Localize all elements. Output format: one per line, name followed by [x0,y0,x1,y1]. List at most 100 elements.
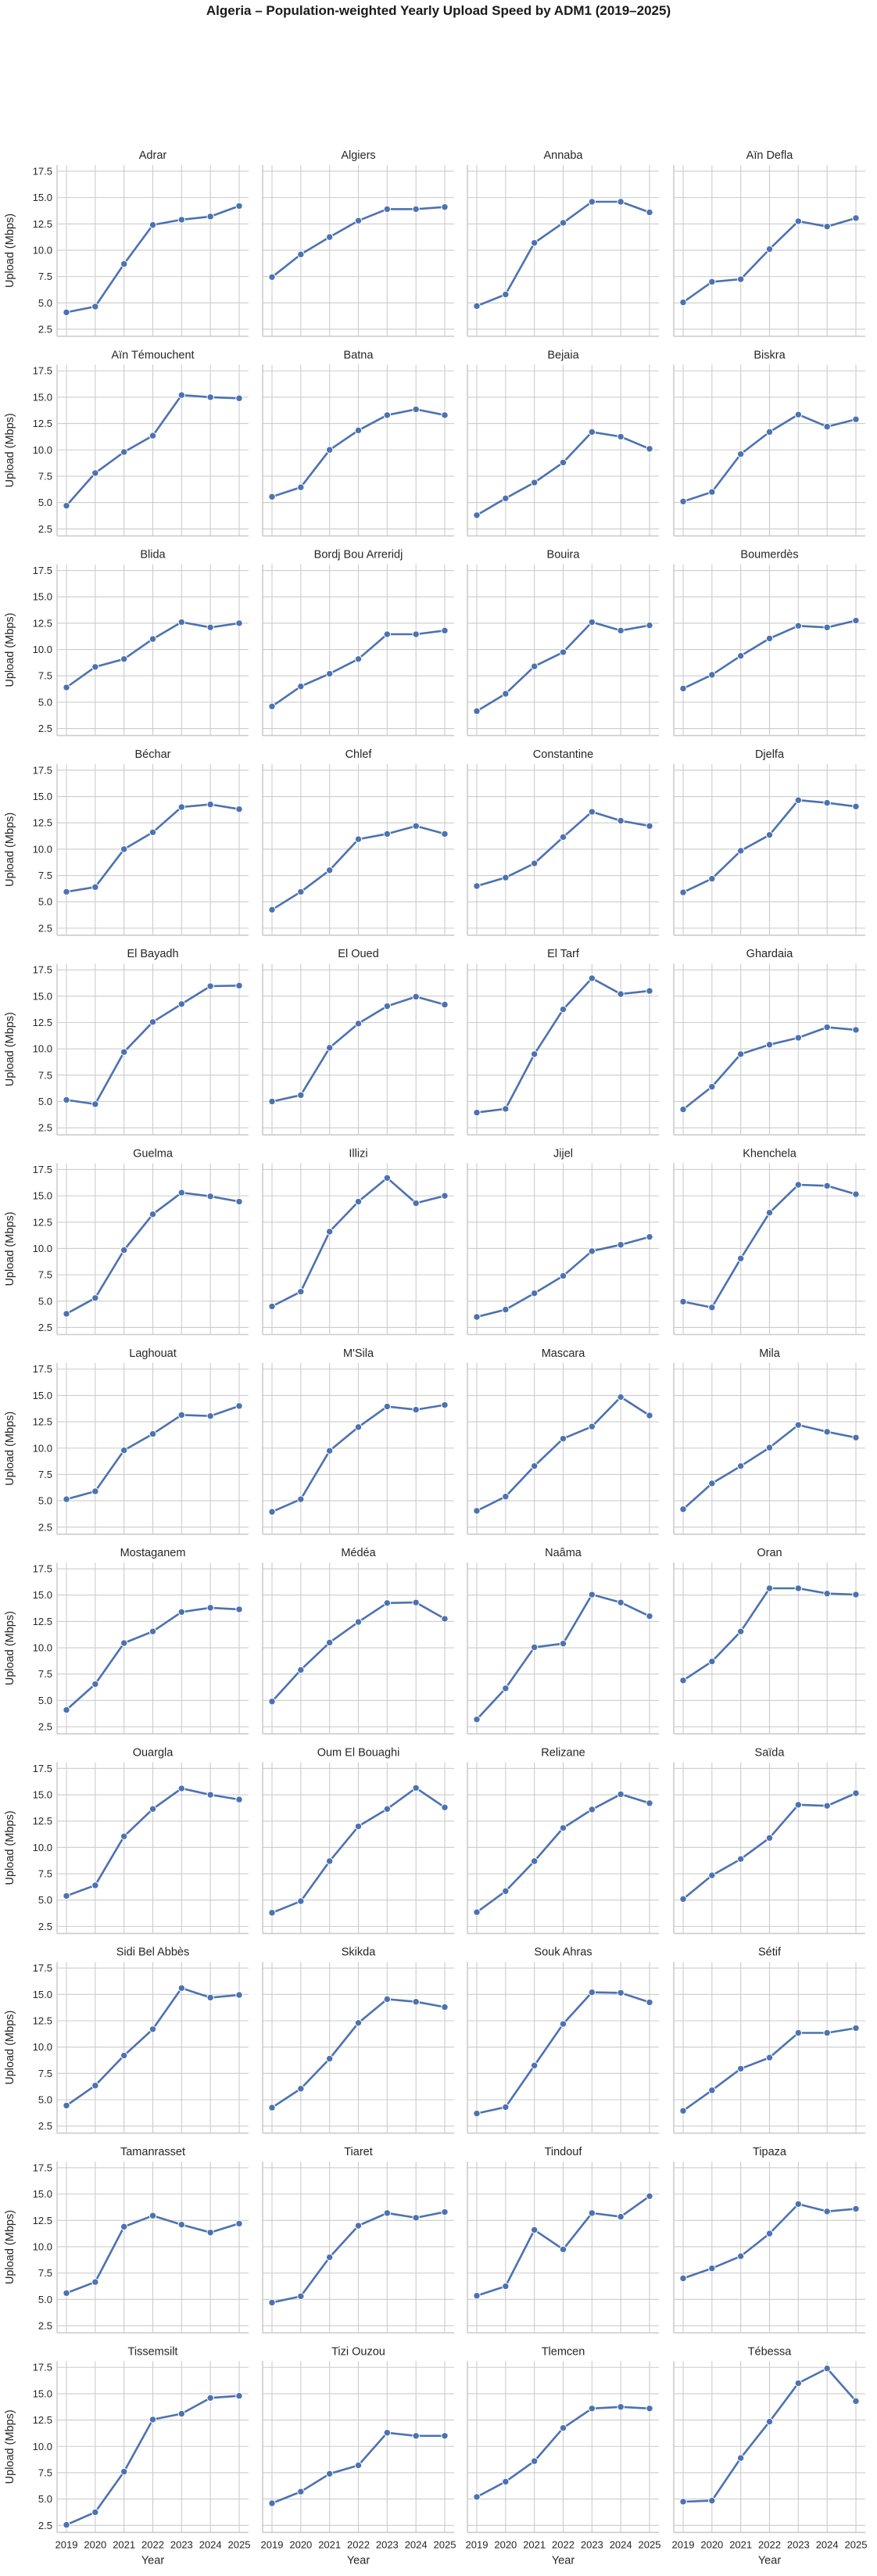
x-tick-label: 2024 [610,2538,632,2550]
gridlines [467,1762,659,1934]
gridlines [263,1362,454,1534]
data-point-marker [473,2291,481,2300]
data-point-marker [354,2461,363,2470]
y-tick-label: 17.5 [33,1563,52,1575]
data-point-marker [441,830,449,838]
panel-title: Boumerdès [740,549,798,561]
y-tick-label: 7.5 [38,1668,52,1680]
y-tick-label: 17.5 [33,964,52,976]
x-tick-label: 2021 [729,2538,752,2550]
data-point-marker [63,501,70,510]
data-point-marker [588,1591,596,1598]
data-point-marker [325,1857,334,1865]
y-tick-label: 17.5 [33,2362,52,2373]
gridlines [57,165,249,336]
data-point-marker [708,2496,716,2505]
data-point-marker [708,2264,716,2273]
data-point-marker [120,2051,128,2060]
panel-title: Djelfa [755,748,785,761]
facet-panel: Khenchela [673,1148,865,1336]
data-point-marker [765,1208,774,1217]
y-axis-label: Upload (Mbps) [4,2210,16,2284]
data-point-marker [679,1505,687,1513]
panel-title: Tizi Ouzou [331,2345,385,2358]
facet-panel: Aïn Defla [673,149,865,337]
data-point-marker [473,1313,481,1321]
data-point-marker [383,1002,392,1010]
y-tick-label: 2.5 [38,523,52,535]
data-point-marker [268,2104,276,2111]
panel-title: Bejaia [547,349,579,361]
data-point-marker [63,683,70,691]
x-tick-label: 2020 [700,2538,723,2550]
facet-panel: Ouargla 2.5 5.0 7.5 10.0 12.5 15.0 17.5 Upload (… [4,1746,249,1935]
data-point-marker [617,1989,625,1997]
y-tick-label: 7.5 [38,1868,52,1880]
facet-panel: Souk Ahras [467,1946,659,2134]
y-axis-label: Upload (Mbps) [4,213,16,288]
panel-title: Sidi Bel Abbès [116,1946,190,1959]
data-point-marker [502,1887,510,1895]
data-point-marker [441,1192,449,1200]
data-point-marker [736,450,745,458]
data-point-marker [206,1791,214,1799]
data-point-marker [559,458,567,467]
data-point-marker [354,1020,363,1028]
data-point-marker [441,2208,449,2216]
y-tick-label: 12.5 [33,1815,52,1827]
y-axis-label: Upload (Mbps) [4,2011,16,2085]
y-tick-label: 12.5 [33,2215,52,2226]
data-point-marker [268,1097,276,1106]
data-point-marker [852,1591,860,1598]
facet-panel: Tipaza [673,2146,865,2334]
data-point-marker [679,888,687,896]
gridlines [57,963,249,1136]
gridlines [57,564,249,736]
y-tick-label: 2.5 [38,1322,52,1333]
data-point-marker [412,992,420,1001]
data-point-marker [325,2054,334,2063]
data-point-marker [588,808,596,816]
facet-panel: Bejaia [467,349,659,537]
gridlines [263,564,454,736]
data-point-marker [120,448,128,456]
facet-panel: Bouira [467,549,659,737]
gridlines [467,763,659,935]
y-axis-label: Upload (Mbps) [4,2409,16,2484]
y-axis-label: Upload (Mbps) [4,413,16,487]
data-point-marker [502,494,510,502]
x-tick-label: 2019 [672,2538,695,2550]
data-point-marker [617,1598,625,1606]
data-point-marker [588,428,596,436]
x-tick-label: 2021 [113,2538,135,2550]
panel-title: Blida [140,549,166,561]
data-point-marker [120,1832,128,1840]
x-tick-label: 2021 [523,2538,546,2550]
facet-panel: Oum El Bouaghi [262,1746,454,1935]
data-point-marker [852,1433,860,1441]
data-point-marker [473,1908,481,1916]
data-point-marker [120,1048,128,1056]
data-point-marker [412,1598,420,1606]
panel-title: Tiaret [344,2146,373,2158]
y-tick-label: 15.0 [33,791,52,802]
data-point-marker [708,1304,716,1311]
data-point-marker [325,446,334,454]
data-point-marker [765,2417,774,2426]
y-tick-label: 5.0 [38,497,52,508]
data-point-marker [530,2457,539,2465]
data-point-marker [617,990,625,998]
y-tick-label: 5.0 [38,1096,52,1107]
facet-panel: Mila [673,1347,865,1535]
gridlines [467,1163,659,1335]
data-point-marker [646,822,653,830]
data-point-marker [736,1462,745,1470]
panel-title: Jijel [553,1148,573,1161]
panel-title: Oran [757,1547,782,1559]
data-point-marker [412,2214,420,2222]
gridlines [57,1163,249,1335]
y-tick-label: 7.5 [38,2467,52,2478]
data-point-marker [559,2424,567,2432]
y-tick-label: 17.5 [33,165,52,177]
y-tick-label: 2.5 [38,1122,52,1134]
